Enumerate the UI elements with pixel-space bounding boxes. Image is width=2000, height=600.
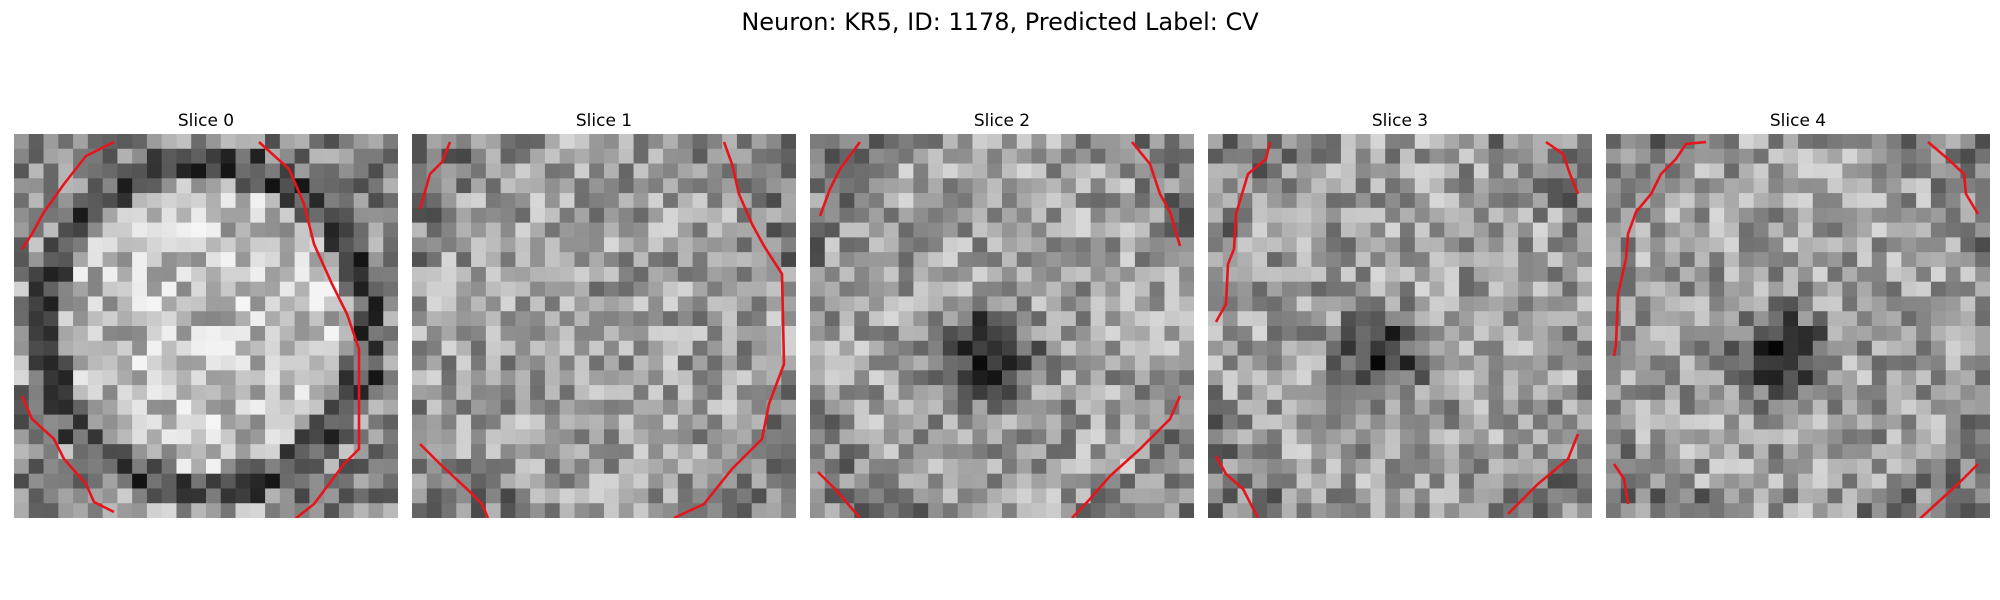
slice-image-1: [412, 134, 796, 518]
figure-suptitle: Neuron: KR5, ID: 1178, Predicted Label: …: [741, 8, 1259, 36]
slice-panel-0: Slice 0: [14, 110, 398, 518]
slice-title-2: Slice 2: [973, 111, 1031, 131]
slice-panel-1: Slice 1: [412, 110, 796, 518]
slice-panel-2: Slice 2: [810, 110, 1194, 518]
grayscale-heatmap-3: [1208, 134, 1592, 518]
segmentation-contour-4: [1612, 140, 1980, 518]
segmentation-contour-1: [418, 141, 786, 518]
slice-panel-4: Slice 4: [1606, 110, 1990, 518]
segmentation-contour-0: [20, 140, 361, 518]
slice-image-4: [1606, 134, 1990, 518]
slice-title-4: Slice 4: [1769, 111, 1827, 131]
slice-title-3: Slice 3: [1371, 111, 1429, 131]
grayscale-heatmap-1: [412, 134, 796, 518]
segmentation-contour-2: [817, 141, 1182, 518]
grayscale-heatmap-2: [810, 134, 1194, 518]
slice-image-3: [1208, 134, 1592, 518]
slice-image-2: [810, 134, 1194, 518]
grayscale-heatmap-0: [14, 134, 398, 518]
slice-title-1: Slice 1: [575, 111, 633, 131]
segmentation-contour-3: [1214, 140, 1580, 518]
grayscale-heatmap-4: [1606, 134, 1990, 518]
slice-title-0: Slice 0: [177, 111, 235, 131]
slice-panel-3: Slice 3: [1208, 110, 1592, 518]
slice-image-0: [14, 134, 398, 518]
